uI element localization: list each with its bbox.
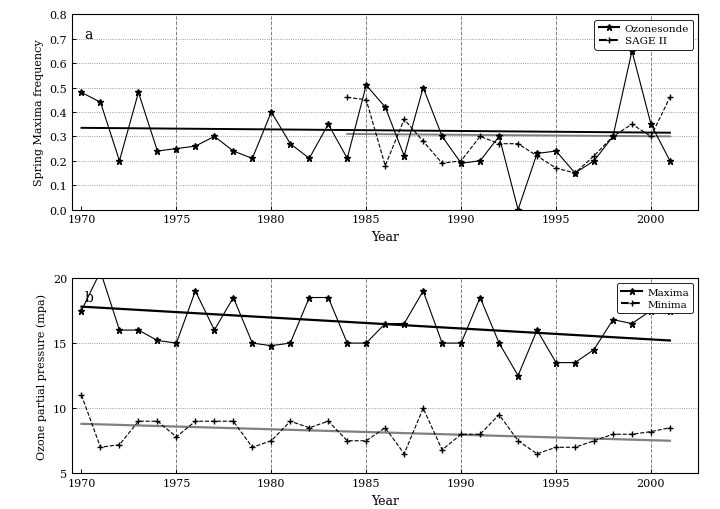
Text: b: b <box>84 291 94 305</box>
Legend: Ozonesonde, SAGE II: Ozonesonde, SAGE II <box>595 20 693 50</box>
Text: a: a <box>84 27 93 42</box>
Legend: Maxima, Minima: Maxima, Minima <box>617 284 693 314</box>
Y-axis label: Ozone partial pressure (mpa): Ozone partial pressure (mpa) <box>37 293 48 459</box>
Y-axis label: Spring Maxima frequency: Spring Maxima frequency <box>34 40 44 186</box>
X-axis label: Year: Year <box>372 231 399 244</box>
X-axis label: Year: Year <box>372 494 399 507</box>
